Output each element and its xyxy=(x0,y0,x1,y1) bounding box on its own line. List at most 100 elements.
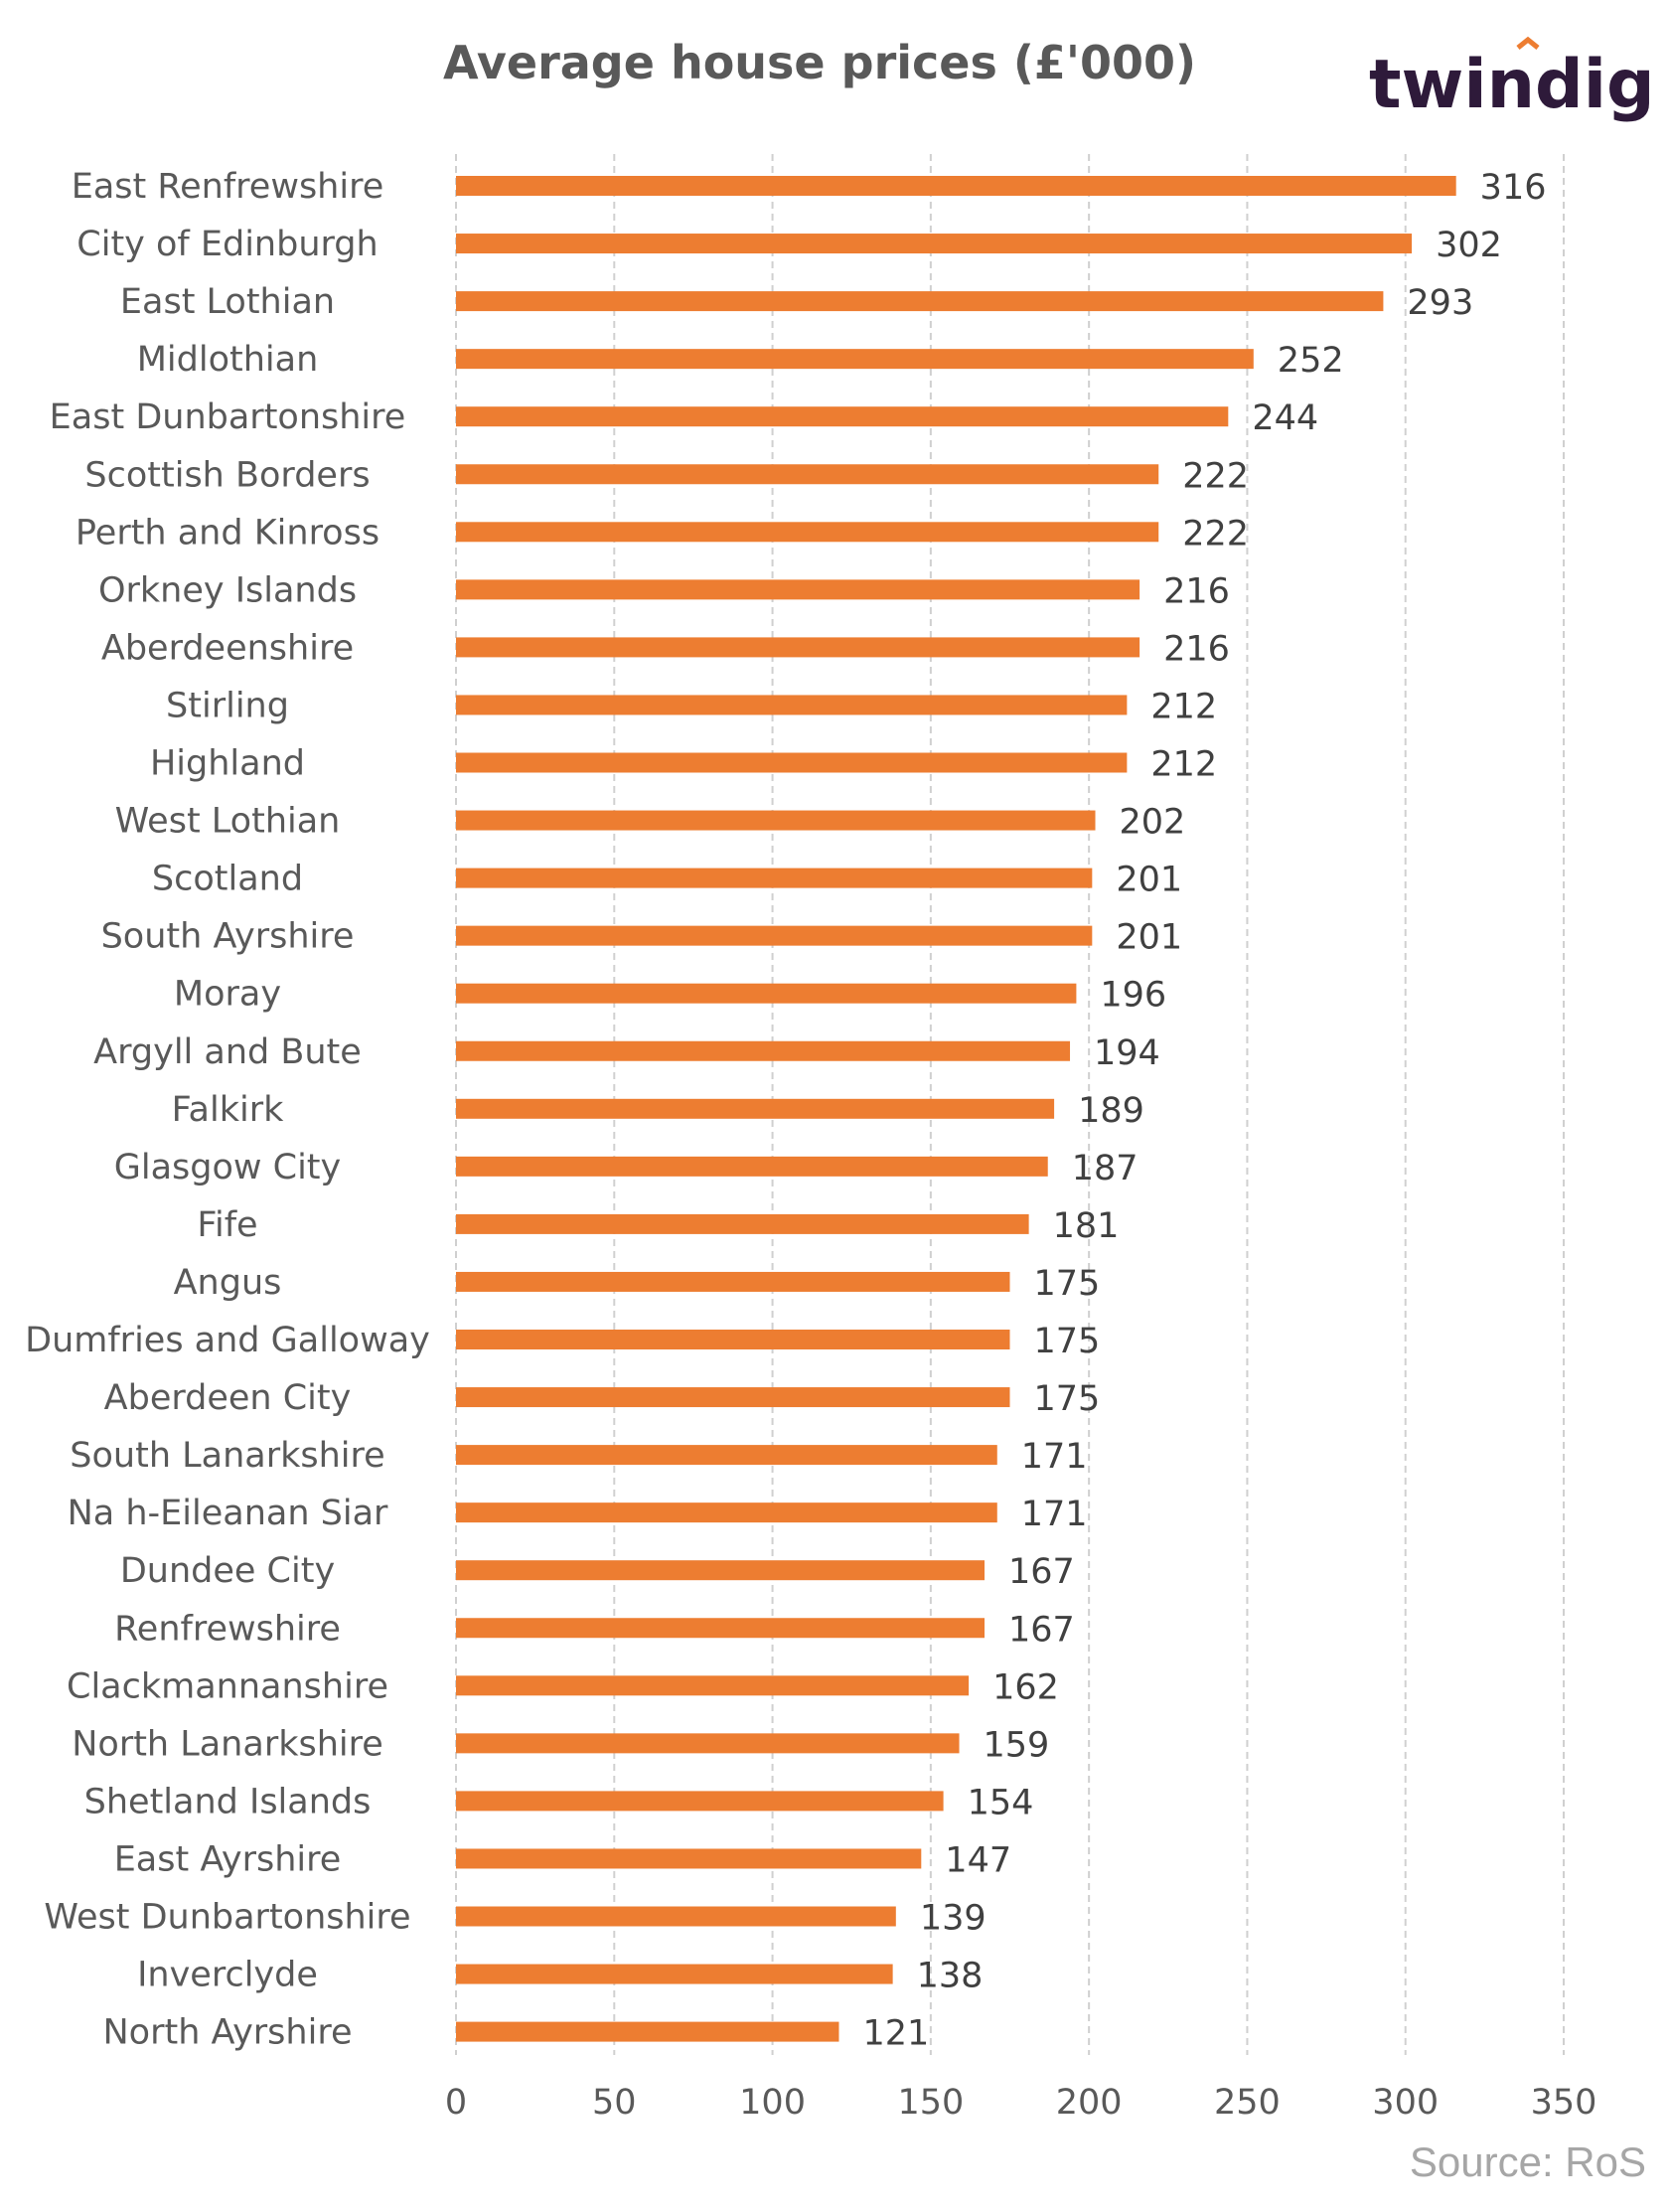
bar xyxy=(456,1675,970,1696)
bar xyxy=(456,406,1229,427)
value-label: 244 xyxy=(1252,398,1318,438)
value-label: 222 xyxy=(1182,514,1249,553)
category-label: Highland xyxy=(150,744,305,784)
category-labels: East Renfrewshire City of Edinburgh East L… xyxy=(25,167,430,2053)
value-label: 293 xyxy=(1407,283,1473,323)
bar xyxy=(456,1733,960,1754)
x-tick-label: 150 xyxy=(897,2083,964,2123)
category-label: East Ayrshire xyxy=(114,1839,342,1879)
bar xyxy=(456,579,1140,600)
value-label: 175 xyxy=(1034,1322,1101,1361)
logo-wordmark: twindig xyxy=(1369,46,1655,124)
value-label: 147 xyxy=(945,1840,1011,1880)
value-label: 194 xyxy=(1094,1033,1160,1073)
value-label: 121 xyxy=(862,2014,929,2054)
category-label: West Lothian xyxy=(115,802,341,842)
value-label: 175 xyxy=(1034,1379,1101,1419)
category-label: Falkirk xyxy=(172,1090,284,1130)
category-label: East Lothian xyxy=(120,282,335,322)
category-label: Dumfries and Galloway xyxy=(25,1321,430,1360)
bar xyxy=(456,176,1456,196)
category-label: Renfrewshire xyxy=(114,1609,341,1649)
bar xyxy=(456,1098,1055,1119)
bar xyxy=(456,1445,997,1466)
x-tick-label: 0 xyxy=(445,2083,467,2123)
value-label: 138 xyxy=(917,1957,984,1996)
logo-roof-icon xyxy=(1516,36,1540,50)
value-label: 167 xyxy=(1008,1610,1075,1650)
category-label: Argyll and Bute xyxy=(93,1032,362,1072)
category-label: North Ayrshire xyxy=(103,2013,353,2053)
category-label: West Dunbartonshire xyxy=(44,1898,410,1938)
bar xyxy=(456,1387,1010,1408)
category-label: Aberdeenshire xyxy=(101,628,354,668)
category-label: Moray xyxy=(174,975,281,1015)
x-axis-ticks: 0 50 100 150 200 250 300 350 xyxy=(445,2083,1597,2123)
category-label: Shetland Islands xyxy=(84,1782,372,1821)
bar xyxy=(456,1791,944,1812)
category-label: Perth and Kinross xyxy=(76,513,380,553)
category-label: North Lanarkshire xyxy=(72,1724,383,1764)
x-tick-label: 300 xyxy=(1372,2083,1439,2123)
value-labels: 3163022932522442222222162162122122022012… xyxy=(862,168,1546,2054)
bar xyxy=(456,983,1077,1004)
value-label: 202 xyxy=(1120,803,1186,843)
value-label: 139 xyxy=(920,1899,987,1939)
value-label: 316 xyxy=(1480,168,1547,208)
bar xyxy=(456,637,1140,658)
bar xyxy=(456,234,1413,254)
category-label: Aberdeen City xyxy=(104,1378,352,1418)
category-label: Scotland xyxy=(152,860,303,899)
bar xyxy=(456,695,1128,715)
category-label: East Renfrewshire xyxy=(72,167,384,207)
value-label: 162 xyxy=(992,1667,1059,1707)
x-tick-label: 200 xyxy=(1056,2083,1123,2123)
value-label: 167 xyxy=(1008,1552,1075,1592)
x-tick-label: 50 xyxy=(592,2083,637,2123)
value-label: 187 xyxy=(1072,1149,1139,1188)
x-tick-label: 250 xyxy=(1214,2083,1281,2123)
bar xyxy=(456,291,1384,312)
bar xyxy=(456,1156,1048,1177)
bar xyxy=(456,1906,896,1927)
category-label: Clackmannanshire xyxy=(67,1666,388,1706)
bar xyxy=(456,1618,986,1639)
source-note: Source: RoS xyxy=(1409,2138,1646,2185)
value-label: 175 xyxy=(1034,1264,1101,1304)
value-label: 212 xyxy=(1150,687,1217,726)
bar xyxy=(456,1271,1010,1292)
category-label: Inverclyde xyxy=(137,1956,318,1995)
category-label: South Ayrshire xyxy=(101,917,355,957)
bar xyxy=(456,349,1254,370)
value-label: 212 xyxy=(1150,745,1217,785)
chart-title: Average house prices (£'000) xyxy=(442,36,1197,89)
category-label: Angus xyxy=(174,1263,282,1303)
value-label: 201 xyxy=(1116,918,1182,958)
category-label: Scottish Borders xyxy=(84,455,370,495)
bar xyxy=(456,464,1159,485)
bar xyxy=(456,1040,1071,1061)
category-label: East Dunbartonshire xyxy=(50,397,406,437)
bar xyxy=(456,1560,986,1581)
value-label: 252 xyxy=(1278,341,1344,381)
value-label: 222 xyxy=(1182,456,1249,496)
category-label: Glasgow City xyxy=(114,1148,342,1187)
bar xyxy=(456,1502,997,1523)
value-label: 302 xyxy=(1436,226,1502,265)
category-label: South Lanarkshire xyxy=(70,1436,384,1476)
bar xyxy=(456,752,1128,773)
category-label: Fife xyxy=(197,1205,257,1245)
x-tick-label: 100 xyxy=(739,2083,806,2123)
value-label: 159 xyxy=(984,1725,1050,1765)
bar xyxy=(456,2021,839,2042)
bars xyxy=(456,176,1456,2042)
bar xyxy=(456,1964,893,1984)
value-label: 189 xyxy=(1078,1091,1144,1131)
bar xyxy=(456,925,1093,946)
bar xyxy=(456,1213,1029,1234)
bar xyxy=(456,522,1159,543)
value-label: 216 xyxy=(1163,571,1230,611)
bar xyxy=(456,1848,922,1869)
value-label: 201 xyxy=(1116,861,1182,900)
